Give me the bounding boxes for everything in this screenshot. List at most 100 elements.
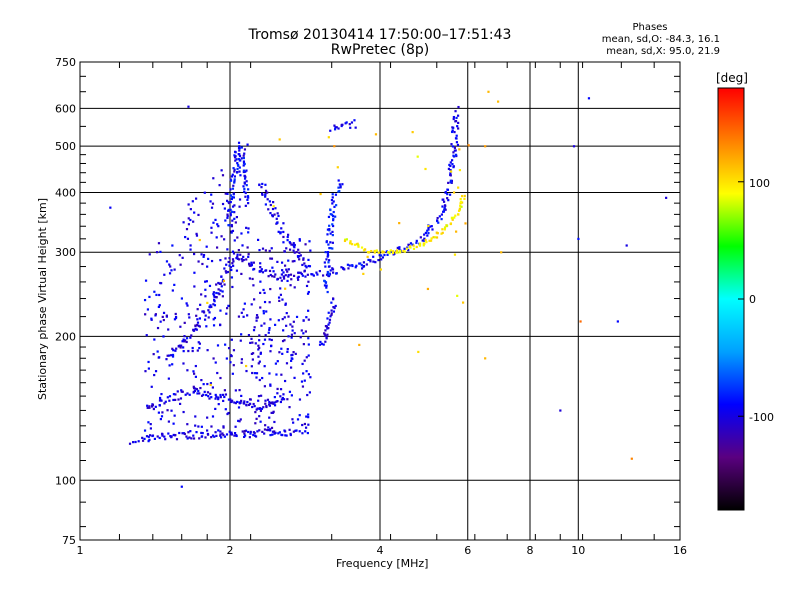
echo-point <box>325 336 328 339</box>
echo-point <box>302 372 305 375</box>
echo-point <box>452 115 455 119</box>
echo-point <box>186 392 189 395</box>
echo-point <box>224 270 227 273</box>
echo-point <box>291 353 294 357</box>
echo-point <box>358 343 361 347</box>
echo-point <box>171 244 174 247</box>
echo-point <box>323 280 326 283</box>
echo-point <box>282 393 285 396</box>
echo-point <box>226 307 229 310</box>
echo-point <box>271 214 274 217</box>
echo-point <box>306 393 309 397</box>
echo-point <box>213 304 217 307</box>
echo-point <box>265 269 268 272</box>
echo-point <box>257 362 260 365</box>
echo-point <box>145 435 149 438</box>
echo-point <box>273 323 277 326</box>
echo-point <box>217 281 220 285</box>
echo-point <box>278 299 281 302</box>
echo-point <box>178 402 182 406</box>
echo-point <box>197 324 200 327</box>
echo-point <box>329 208 332 211</box>
echo-point <box>157 242 161 245</box>
echo-point <box>168 395 172 398</box>
echo-point <box>214 407 217 411</box>
echo-point <box>230 276 234 279</box>
echo-point <box>171 355 175 358</box>
echo-point <box>327 243 330 246</box>
echo-point <box>143 298 147 302</box>
echo-point <box>239 174 242 177</box>
echo-point <box>286 270 289 273</box>
echo-point <box>391 251 395 255</box>
echo-point <box>262 342 265 346</box>
echo-point <box>194 424 197 427</box>
echo-point <box>402 249 405 253</box>
echo-point <box>212 292 215 296</box>
echo-point <box>307 354 310 357</box>
echo-point <box>273 404 277 407</box>
echo-point <box>217 225 220 228</box>
echo-point <box>275 217 278 220</box>
echo-point <box>288 428 291 431</box>
echo-point <box>331 241 334 244</box>
echo-point <box>276 260 279 263</box>
echo-point <box>412 244 415 247</box>
echo-point <box>278 351 281 354</box>
echo-point <box>323 284 327 287</box>
echo-point <box>198 317 202 320</box>
echo-point <box>183 432 186 436</box>
chart-title: Tromsø 20130414 17:50:00–17:51:43 <box>248 27 512 43</box>
echo-point <box>225 357 228 360</box>
echo-point <box>210 231 213 234</box>
echo-point <box>449 174 452 177</box>
echo-point <box>243 190 246 193</box>
echo-point <box>239 339 242 342</box>
echo-point <box>337 186 340 189</box>
echo-point <box>156 326 160 330</box>
echo-point <box>332 200 335 203</box>
echo-point <box>231 250 235 253</box>
echo-point <box>221 393 225 396</box>
echo-point <box>309 376 312 379</box>
echo-point <box>182 362 185 365</box>
echo-point <box>205 393 208 397</box>
echo-point <box>388 252 391 255</box>
x-tick-label: 1 <box>77 544 84 557</box>
echo-point <box>225 271 228 274</box>
echo-point <box>238 149 241 152</box>
echo-point <box>415 241 418 244</box>
echo-point <box>149 434 152 437</box>
echo-point <box>273 213 276 216</box>
echo-point <box>168 263 171 266</box>
echo-point <box>240 146 243 149</box>
echo-point <box>253 372 257 375</box>
echo-point <box>219 323 222 326</box>
echo-point <box>265 405 268 409</box>
echo-point <box>335 204 338 207</box>
echo-point <box>424 167 427 171</box>
echo-point <box>260 268 263 271</box>
echo-point <box>273 401 276 404</box>
echo-point <box>197 341 200 344</box>
echo-point <box>360 267 364 270</box>
echo-point <box>252 284 255 287</box>
echo-point <box>370 249 373 253</box>
echo-point <box>236 400 239 404</box>
y-tick-label: 75 <box>62 534 76 547</box>
echo-point <box>328 246 331 250</box>
echo-point <box>249 402 252 405</box>
echo-point <box>247 196 250 199</box>
echo-point <box>330 313 333 316</box>
echo-point <box>261 182 264 186</box>
echo-point <box>256 430 259 433</box>
echo-point <box>350 121 354 124</box>
echo-point <box>444 190 447 194</box>
echo-point <box>252 431 255 434</box>
echo-point <box>229 201 232 204</box>
echo-point <box>132 441 135 444</box>
echo-point <box>248 263 251 266</box>
echo-point <box>329 269 332 272</box>
echo-point <box>233 217 236 220</box>
x-tick-label: 2 <box>227 544 234 557</box>
